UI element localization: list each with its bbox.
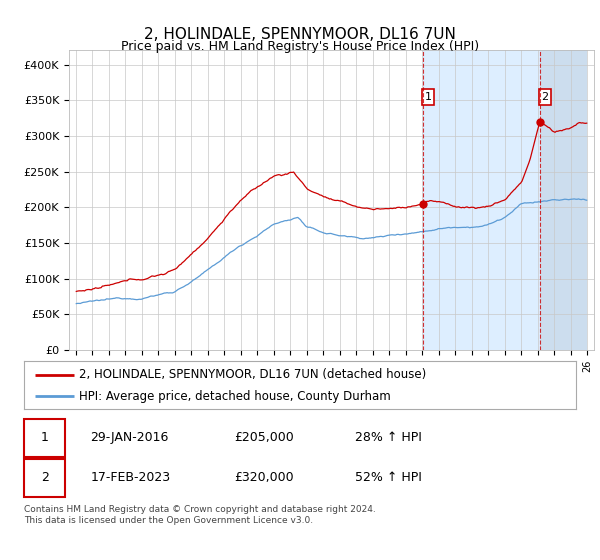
Bar	[423, 50, 540, 350]
Text: 2, HOLINDALE, SPENNYMOOR, DL16 7UN (detached house): 2, HOLINDALE, SPENNYMOOR, DL16 7UN (deta…	[79, 368, 427, 381]
Text: Price paid vs. HM Land Registry's House Price Index (HPI): Price paid vs. HM Land Registry's House …	[121, 40, 479, 53]
Text: 1: 1	[424, 92, 431, 102]
Text: Contains HM Land Registry data © Crown copyright and database right 2024.
This d: Contains HM Land Registry data © Crown c…	[24, 505, 376, 525]
Text: £320,000: £320,000	[234, 472, 293, 484]
FancyBboxPatch shape	[24, 459, 65, 497]
Bar	[540, 50, 587, 350]
Text: 2, HOLINDALE, SPENNYMOOR, DL16 7UN: 2, HOLINDALE, SPENNYMOOR, DL16 7UN	[144, 27, 456, 42]
Text: 52% ↑ HPI: 52% ↑ HPI	[355, 472, 422, 484]
Text: 2: 2	[541, 92, 548, 102]
Text: £205,000: £205,000	[234, 431, 293, 444]
Text: HPI: Average price, detached house, County Durham: HPI: Average price, detached house, Coun…	[79, 390, 391, 403]
Text: 2: 2	[41, 472, 49, 484]
Text: 28% ↑ HPI: 28% ↑ HPI	[355, 431, 422, 444]
Text: 1: 1	[41, 431, 49, 444]
Text: 29-JAN-2016: 29-JAN-2016	[90, 431, 169, 444]
FancyBboxPatch shape	[24, 419, 65, 457]
Text: 17-FEB-2023: 17-FEB-2023	[90, 472, 170, 484]
